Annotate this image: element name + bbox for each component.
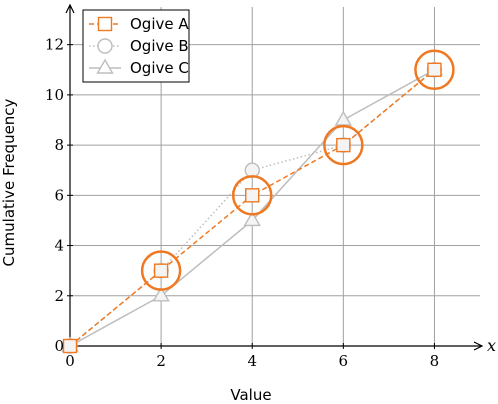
axes <box>65 3 484 351</box>
x-tick-label: 4 <box>247 352 257 370</box>
data-point-square <box>245 188 260 203</box>
legend-marker-square <box>97 16 113 32</box>
y-axis-label: Cumulative Frequency <box>0 98 18 266</box>
y-tick-label: 0 <box>54 337 64 355</box>
y-tick-label: 4 <box>54 237 64 255</box>
legend-label: Ogive C <box>130 59 189 77</box>
legend-marker-circle <box>97 38 113 54</box>
highlight-ring <box>231 175 273 216</box>
x-axis-arrow <box>473 341 484 351</box>
highlight-ring <box>414 49 455 91</box>
highlight-layer <box>140 49 455 291</box>
data-point-triangle <box>243 211 261 227</box>
y-tick-label: 12 <box>45 36 64 54</box>
legend-label: Ogive B <box>130 37 189 55</box>
x-tick-label: 6 <box>339 352 349 370</box>
data-point-square <box>153 263 169 278</box>
data-point-square <box>62 338 78 354</box>
legend-entry: Ogive C <box>89 58 189 77</box>
y-tick-label: 2 <box>54 287 64 305</box>
x-tick-label: 2 <box>156 352 166 370</box>
x-axis-label: Value <box>230 386 271 404</box>
tick-labels: 0 2 4 6 8 0 2 4 6 8 10 12 <box>45 36 439 370</box>
highlight-ring <box>140 250 182 291</box>
series-ogive-a <box>62 62 442 354</box>
highlight-ring <box>323 124 364 166</box>
grid <box>70 7 480 346</box>
x-tick-label: 8 <box>430 352 440 370</box>
legend: Ogive A Ogive B Ogive C <box>82 9 190 83</box>
x-tick-label: 0 <box>65 352 75 370</box>
data-point-square <box>336 137 351 153</box>
series-layer <box>61 60 444 354</box>
y-tick-label: 6 <box>54 186 64 204</box>
y-axis-arrow <box>65 3 75 14</box>
legend-entry: Ogive A <box>89 15 189 33</box>
x-axis-variable: x <box>487 336 496 355</box>
legend-label: Ogive A <box>130 15 189 33</box>
legend-marker-triangle <box>96 58 114 74</box>
data-point-square <box>427 62 442 77</box>
y-tick-label: 10 <box>45 86 64 104</box>
legend-entry: Ogive B <box>89 37 189 55</box>
data-point-triangle <box>152 286 170 302</box>
data-point-triangle <box>334 110 353 126</box>
y-tick-label: 8 <box>54 136 64 154</box>
